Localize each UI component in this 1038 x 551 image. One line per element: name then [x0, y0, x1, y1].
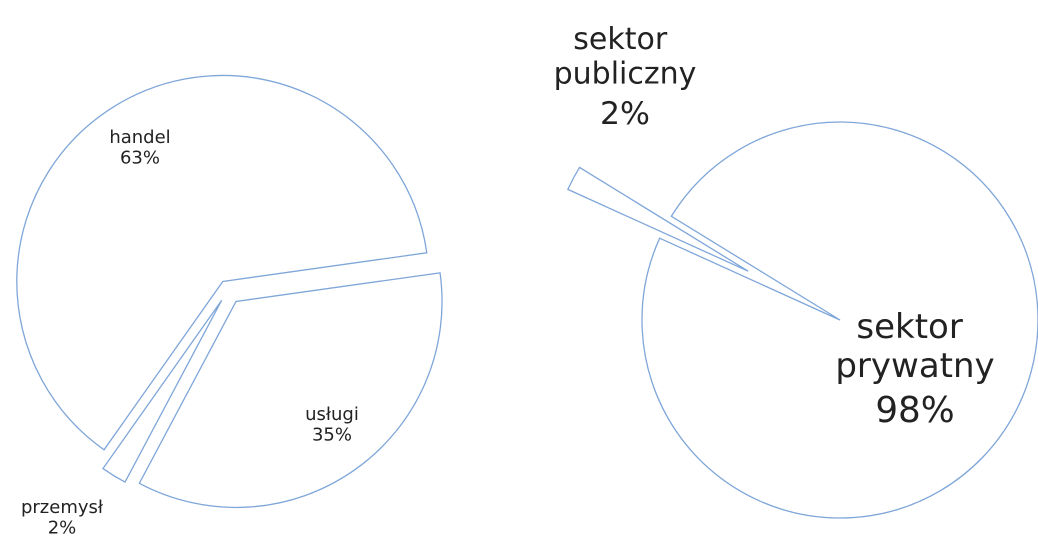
data-label: sektor prywatny [835, 307, 994, 386]
pie-slice [16, 74, 428, 451]
pie-slice [641, 121, 1038, 519]
data-label: 35% [312, 425, 352, 446]
data-label: sektor publiczny [554, 22, 697, 92]
data-label: przemysł [21, 497, 104, 518]
data-label: 63% [120, 148, 160, 169]
data-label: 2% [48, 518, 77, 539]
data-label: 98% [875, 390, 954, 431]
data-label: handel [109, 127, 170, 148]
data-label: usługi [305, 404, 359, 425]
pie-slice [102, 299, 223, 483]
data-label: 2% [600, 96, 650, 132]
pie-slice [138, 272, 443, 509]
pie-slice [566, 166, 749, 272]
